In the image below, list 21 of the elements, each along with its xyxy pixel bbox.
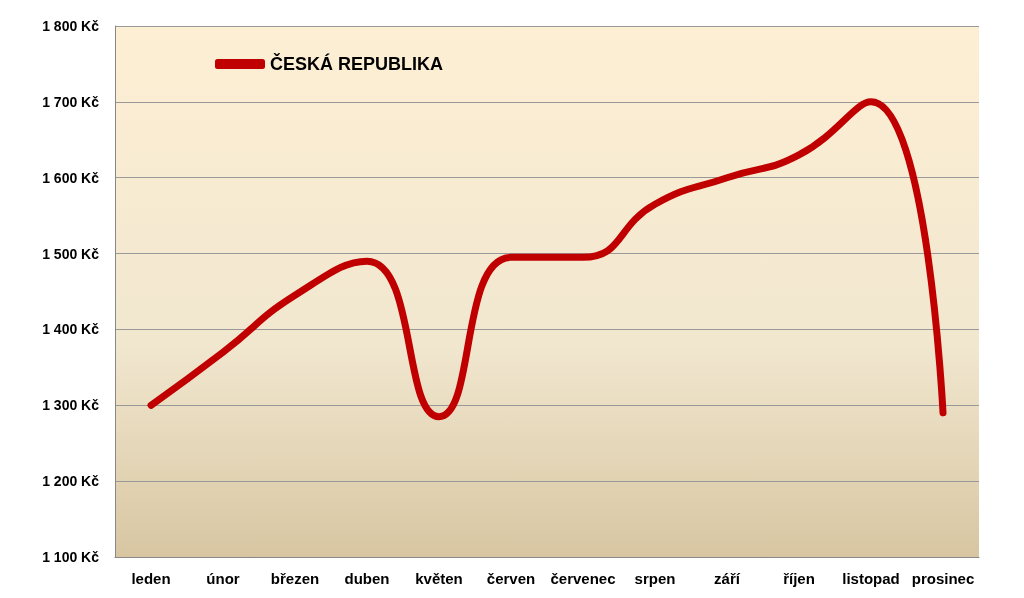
y-tick-label: 1 200 Kč <box>42 473 100 490</box>
legend-label: ČESKÁ REPUBLIKA <box>270 53 444 74</box>
x-tick-label: září <box>714 570 741 587</box>
y-tick-label: 1 800 Kč <box>42 18 100 34</box>
x-tick-label: červen <box>486 570 536 587</box>
x-tick-label: srpen <box>634 570 676 587</box>
x-tick-label: prosinec <box>911 570 975 587</box>
x-tick-label: květen <box>415 570 463 587</box>
x-tick-label: listopad <box>842 570 900 587</box>
x-tick-label: duben <box>344 570 390 587</box>
y-tick-label: 1 100 Kč <box>42 549 100 565</box>
y-tick-label: 1 500 Kč <box>42 245 100 262</box>
y-tick-label: 1 600 Kč <box>42 169 100 186</box>
y-tick-label: 1 400 Kč <box>42 321 100 338</box>
x-tick-label: únor <box>206 570 240 587</box>
y-tick-label: 1 700 Kč <box>42 93 100 110</box>
x-tick-label: leden <box>131 570 171 587</box>
x-tick-label: březen <box>270 570 320 587</box>
x-tick-label: říjen <box>783 570 815 587</box>
y-tick-label: 1 300 Kč <box>42 397 100 414</box>
x-tick-label: červenec <box>550 570 616 587</box>
